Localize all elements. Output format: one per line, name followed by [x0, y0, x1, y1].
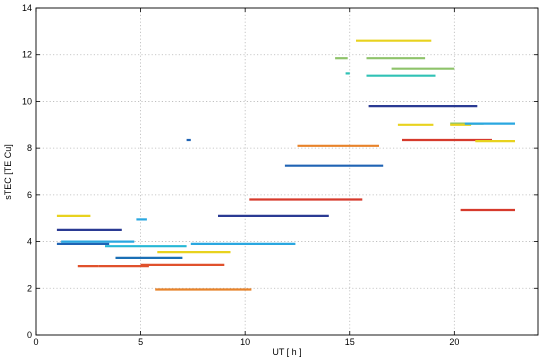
y-tick-label: 8: [27, 143, 32, 153]
x-tick-label: 20: [449, 337, 459, 347]
x-tick-label: 10: [240, 337, 250, 347]
x-tick-label: 0: [33, 337, 38, 347]
y-axis-label: sTEC [TE Cu]: [3, 144, 13, 200]
x-axis-ticks: 0 5 10 15 20: [33, 8, 459, 347]
y-tick-label: 10: [22, 96, 32, 106]
y-tick-label: 2: [27, 283, 32, 293]
y-tick-label: 6: [27, 190, 32, 200]
plot-frame: [35, 7, 539, 336]
y-tick-label: 14: [22, 3, 32, 13]
x-axis-label: UT [ h ]: [272, 347, 301, 357]
y-axis-ticks: 0 2 4 6 8 10 12 14: [22, 3, 538, 340]
y-tick-label: 0: [27, 330, 32, 340]
x-tick-label: 15: [345, 337, 355, 347]
y-tick-label: 4: [27, 237, 32, 247]
y-tick-label: 12: [22, 50, 32, 60]
series-layer: [56, 39, 515, 291]
x-tick-label: 5: [138, 337, 143, 347]
grid: [36, 8, 538, 335]
